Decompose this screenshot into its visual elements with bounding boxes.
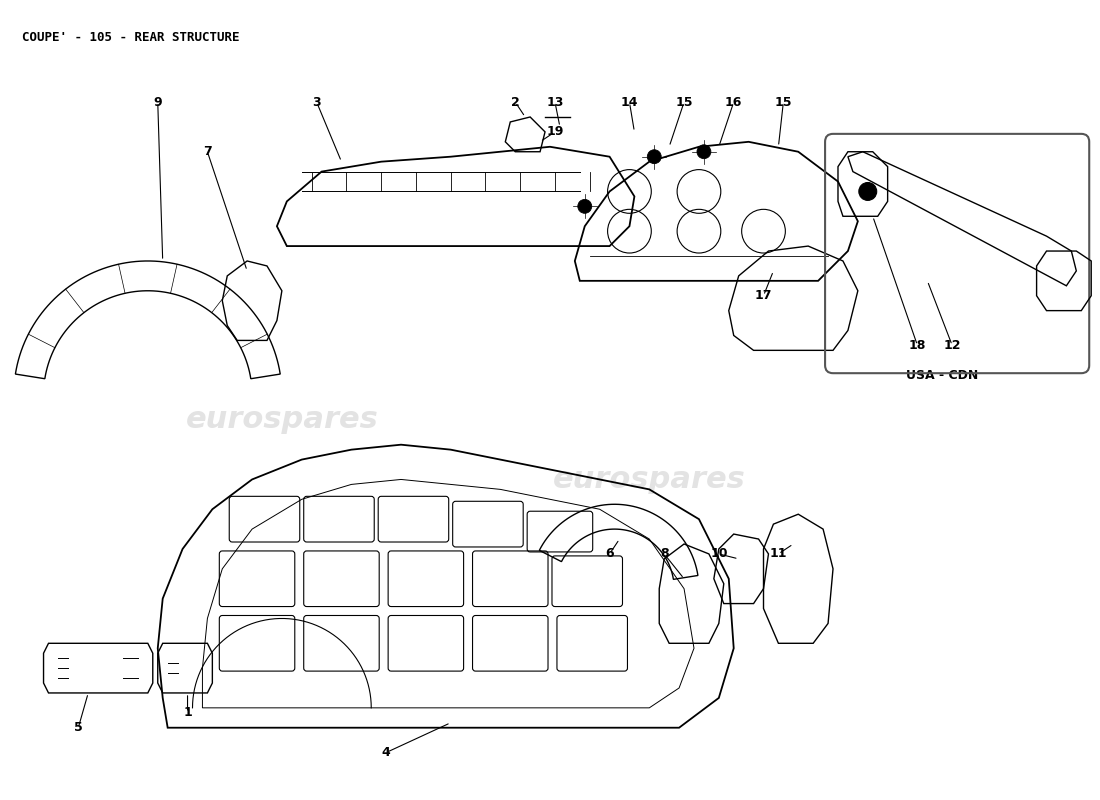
Text: 15: 15	[675, 95, 693, 109]
Text: 12: 12	[944, 339, 961, 352]
Text: 10: 10	[711, 547, 727, 561]
Text: 1: 1	[184, 706, 191, 719]
Text: 15: 15	[774, 95, 792, 109]
Circle shape	[578, 199, 592, 214]
Text: 17: 17	[755, 290, 772, 302]
Text: 18: 18	[909, 339, 926, 352]
Text: 4: 4	[382, 746, 390, 759]
Circle shape	[859, 182, 877, 200]
Text: 13: 13	[547, 95, 563, 109]
Text: 5: 5	[74, 722, 82, 734]
Text: 16: 16	[725, 95, 742, 109]
Text: eurospares: eurospares	[186, 406, 378, 434]
Text: USA - CDN: USA - CDN	[906, 369, 978, 382]
Text: 2: 2	[510, 95, 519, 109]
Circle shape	[697, 145, 711, 158]
Text: 19: 19	[547, 126, 563, 138]
Circle shape	[647, 150, 661, 164]
Text: eurospares: eurospares	[553, 465, 746, 494]
Text: COUPE' - 105 - REAR STRUCTURE: COUPE' - 105 - REAR STRUCTURE	[22, 30, 239, 43]
Text: 11: 11	[770, 547, 788, 561]
Text: 6: 6	[605, 547, 614, 561]
Text: 7: 7	[204, 146, 212, 158]
Text: 8: 8	[660, 547, 669, 561]
Text: 14: 14	[620, 95, 638, 109]
Text: 3: 3	[312, 95, 321, 109]
Text: 9: 9	[153, 95, 162, 109]
